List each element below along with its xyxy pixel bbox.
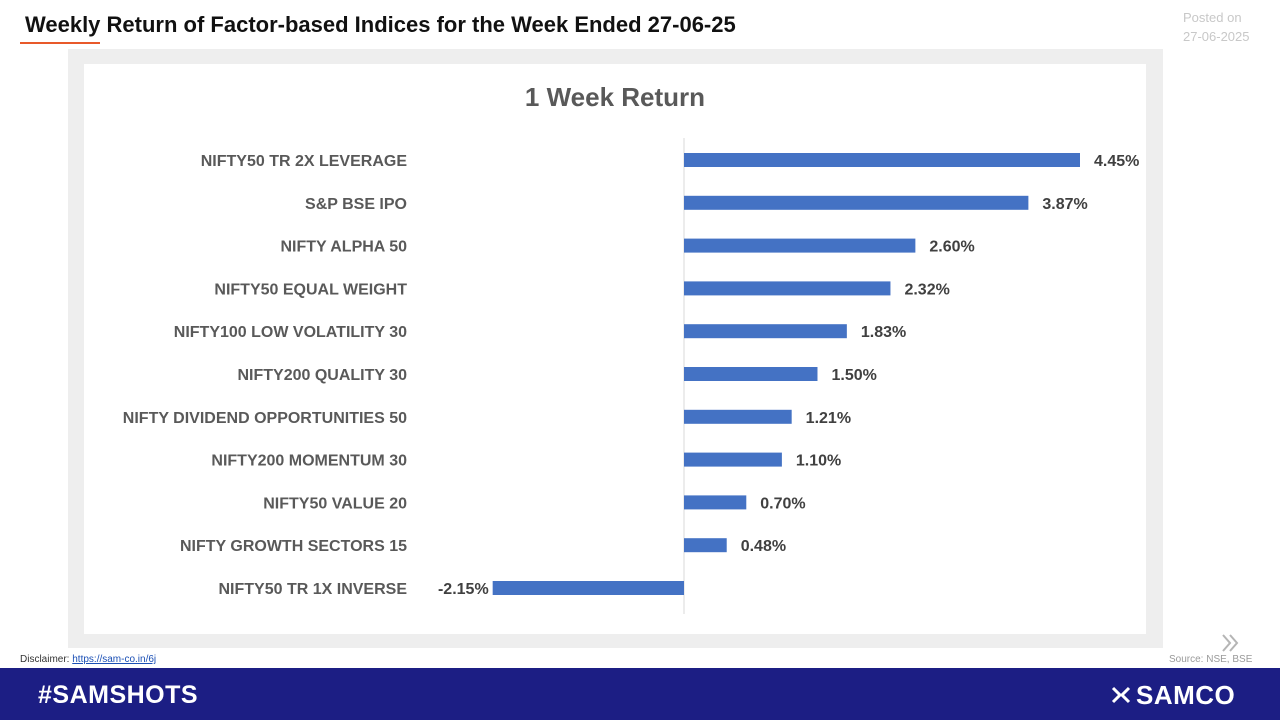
- bar-11: [492, 581, 684, 595]
- data-label-5: 1.83%: [861, 324, 906, 341]
- bar-1: [684, 153, 1080, 167]
- bar-4: [684, 281, 891, 296]
- bar-chart: 1 Week Return NIFTY50 TR 2X LEVERAGE 4.45%…: [123, 82, 1139, 614]
- hashtag: #SAMSHOTS: [38, 681, 199, 709]
- page-title: Weekly Return of Factor-based Indices fo…: [25, 12, 736, 37]
- bar-9: [684, 495, 747, 510]
- category-label-9: NIFTY50 VALUE 20: [263, 495, 407, 512]
- samco-logo-icon: [1111, 686, 1131, 704]
- posted-label: Posted on: [1183, 10, 1242, 25]
- bar-5: [684, 324, 847, 339]
- disclaimer: Disclaimer: https://sam-co.in/6j: [20, 654, 156, 665]
- category-label-8: NIFTY200 MOMENTUM 30: [211, 453, 407, 470]
- data-label-3: 2.60%: [929, 239, 974, 256]
- double-chevron-right-icon[interactable]: [1218, 630, 1244, 656]
- bar-6: [684, 367, 818, 381]
- disclaimer-link[interactable]: https://sam-co.in/6j: [72, 654, 157, 665]
- category-label-6: NIFTY200 QUALITY 30: [237, 367, 407, 384]
- footer-bar: #SAMSHOTS SAMCO: [0, 668, 1280, 720]
- bar-7: [684, 409, 792, 424]
- category-label-2: S&P BSE IPO: [305, 196, 407, 213]
- brand: SAMCO: [1110, 679, 1236, 710]
- data-label-1: 4.45%: [1094, 153, 1139, 170]
- data-label-8: 1.10%: [796, 453, 841, 470]
- bar-2: [684, 195, 1029, 210]
- data-label-6: 1.50%: [831, 367, 876, 384]
- category-label-10: NIFTY GROWTH SECTORS 15: [180, 538, 407, 555]
- category-label-3: NIFTY ALPHA 50: [280, 239, 407, 256]
- category-label-5: NIFTY100 LOW VOLATILITY 30: [174, 324, 407, 341]
- data-label-4: 2.32%: [904, 281, 949, 298]
- posted-info: Posted on 27-06-2025: [1183, 8, 1250, 46]
- data-label-9: 0.70%: [760, 495, 805, 512]
- data-label-10: 0.48%: [741, 538, 786, 555]
- title-underline: [20, 42, 100, 44]
- category-label-4: NIFTY50 EQUAL WEIGHT: [214, 281, 407, 298]
- brand-name: SAMCO: [1136, 679, 1236, 710]
- bar-8: [684, 452, 782, 467]
- chart-area: 1 Week Return NIFTY50 TR 2X LEVERAGE 4.45%…: [84, 64, 1146, 634]
- disclaimer-label: Disclaimer:: [20, 654, 70, 665]
- posted-date: 27-06-2025: [1183, 29, 1250, 44]
- bar-3: [684, 238, 916, 253]
- source-note: Source: NSE, BSE: [1169, 654, 1253, 665]
- bar-10: [684, 538, 727, 553]
- data-label-7: 1.21%: [806, 410, 851, 427]
- data-label-11: -2.15%: [438, 581, 489, 598]
- data-label-2: 3.87%: [1042, 196, 1087, 213]
- category-label-11: NIFTY50 TR 1X INVERSE: [219, 581, 408, 598]
- category-label-1: NIFTY50 TR 2X LEVERAGE: [201, 153, 408, 170]
- category-label-7: NIFTY DIVIDEND OPPORTUNITIES 50: [123, 410, 407, 427]
- chart-title: 1 Week Return: [525, 82, 705, 112]
